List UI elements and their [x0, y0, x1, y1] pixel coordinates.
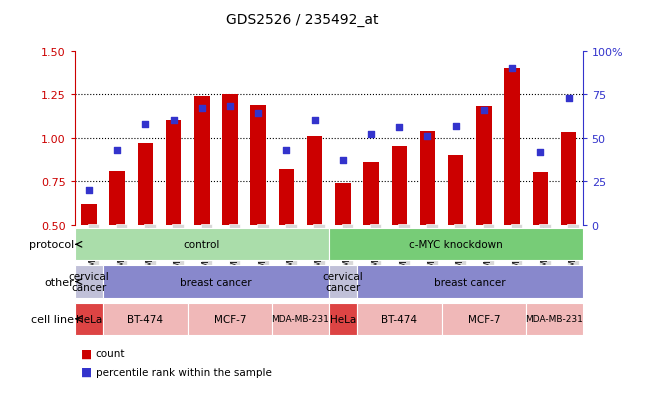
- Text: BT-474: BT-474: [381, 314, 417, 324]
- Text: ■: ■: [81, 347, 92, 360]
- Point: [422, 133, 433, 140]
- Bar: [75, 303, 103, 335]
- Bar: [420, 131, 436, 225]
- Point: [450, 123, 461, 130]
- Bar: [357, 303, 441, 335]
- Point: [197, 106, 207, 112]
- Bar: [335, 183, 351, 225]
- Point: [253, 111, 264, 117]
- Text: MCF-7: MCF-7: [214, 314, 246, 324]
- Bar: [391, 147, 407, 225]
- Point: [140, 121, 150, 128]
- Bar: [137, 144, 153, 225]
- Bar: [279, 170, 294, 225]
- Text: count: count: [96, 348, 125, 358]
- Text: cervical
cancer: cervical cancer: [68, 271, 109, 293]
- Text: GSM136095: GSM136095: [89, 225, 98, 278]
- Text: GSM136083: GSM136083: [202, 225, 211, 278]
- Point: [563, 95, 574, 102]
- Bar: [505, 69, 520, 225]
- Text: protocol: protocol: [29, 240, 74, 250]
- Text: GSM136090: GSM136090: [540, 225, 549, 278]
- Text: GSM136080: GSM136080: [399, 225, 408, 278]
- Point: [281, 147, 292, 154]
- Point: [309, 118, 320, 124]
- Text: HeLa: HeLa: [330, 314, 356, 324]
- Text: GSM136082: GSM136082: [428, 225, 436, 278]
- Bar: [476, 107, 492, 225]
- Text: GSM136091: GSM136091: [314, 225, 324, 278]
- Bar: [448, 156, 464, 225]
- Bar: [194, 97, 210, 225]
- Bar: [441, 303, 526, 335]
- Bar: [109, 171, 125, 225]
- Text: ■: ■: [81, 365, 92, 378]
- Text: HeLa: HeLa: [76, 314, 102, 324]
- Bar: [329, 266, 357, 298]
- Text: GSM136098: GSM136098: [371, 225, 380, 278]
- Bar: [272, 303, 329, 335]
- Bar: [103, 303, 187, 335]
- Bar: [561, 133, 576, 225]
- Point: [366, 132, 376, 138]
- Text: breast cancer: breast cancer: [180, 277, 252, 287]
- Bar: [75, 266, 103, 298]
- Text: percentile rank within the sample: percentile rank within the sample: [96, 367, 271, 377]
- Bar: [187, 303, 272, 335]
- Point: [535, 149, 546, 156]
- Text: cell line: cell line: [31, 314, 74, 324]
- Bar: [533, 173, 548, 225]
- Bar: [251, 105, 266, 225]
- Text: GSM136086: GSM136086: [484, 225, 493, 278]
- Text: MDA-MB-231: MDA-MB-231: [525, 315, 583, 323]
- Point: [112, 147, 122, 154]
- Point: [478, 107, 489, 114]
- Bar: [222, 95, 238, 225]
- Bar: [81, 204, 97, 225]
- Text: other: other: [44, 277, 74, 287]
- Text: c-MYC knockdown: c-MYC knockdown: [409, 240, 503, 250]
- Text: GDS2526 / 235492_at: GDS2526 / 235492_at: [227, 13, 379, 27]
- Bar: [329, 303, 357, 335]
- Text: GSM136087: GSM136087: [258, 225, 267, 278]
- Bar: [103, 266, 329, 298]
- Text: BT-474: BT-474: [128, 314, 163, 324]
- Text: GSM136079: GSM136079: [145, 225, 154, 278]
- Point: [338, 158, 348, 164]
- Text: control: control: [184, 240, 220, 250]
- Text: GSM136092: GSM136092: [568, 225, 577, 278]
- Text: cervical
cancer: cervical cancer: [322, 271, 363, 293]
- Text: MCF-7: MCF-7: [467, 314, 500, 324]
- Point: [507, 66, 518, 72]
- Point: [84, 187, 94, 194]
- Text: GSM136084: GSM136084: [456, 225, 465, 278]
- Bar: [363, 163, 379, 225]
- Text: GSM136085: GSM136085: [230, 225, 239, 278]
- Text: GSM136097: GSM136097: [117, 225, 126, 278]
- Text: GSM136088: GSM136088: [512, 225, 521, 278]
- Bar: [166, 121, 182, 225]
- Bar: [329, 228, 583, 261]
- Bar: [526, 303, 583, 335]
- Bar: [357, 266, 583, 298]
- Point: [225, 104, 235, 110]
- Point: [394, 125, 404, 131]
- Point: [169, 118, 179, 124]
- Text: GSM136089: GSM136089: [286, 225, 296, 278]
- Text: MDA-MB-231: MDA-MB-231: [271, 315, 329, 323]
- Text: GSM136096: GSM136096: [343, 225, 352, 278]
- Text: breast cancer: breast cancer: [434, 277, 506, 287]
- Bar: [75, 228, 329, 261]
- Text: GSM136081: GSM136081: [174, 225, 182, 278]
- Bar: [307, 137, 322, 225]
